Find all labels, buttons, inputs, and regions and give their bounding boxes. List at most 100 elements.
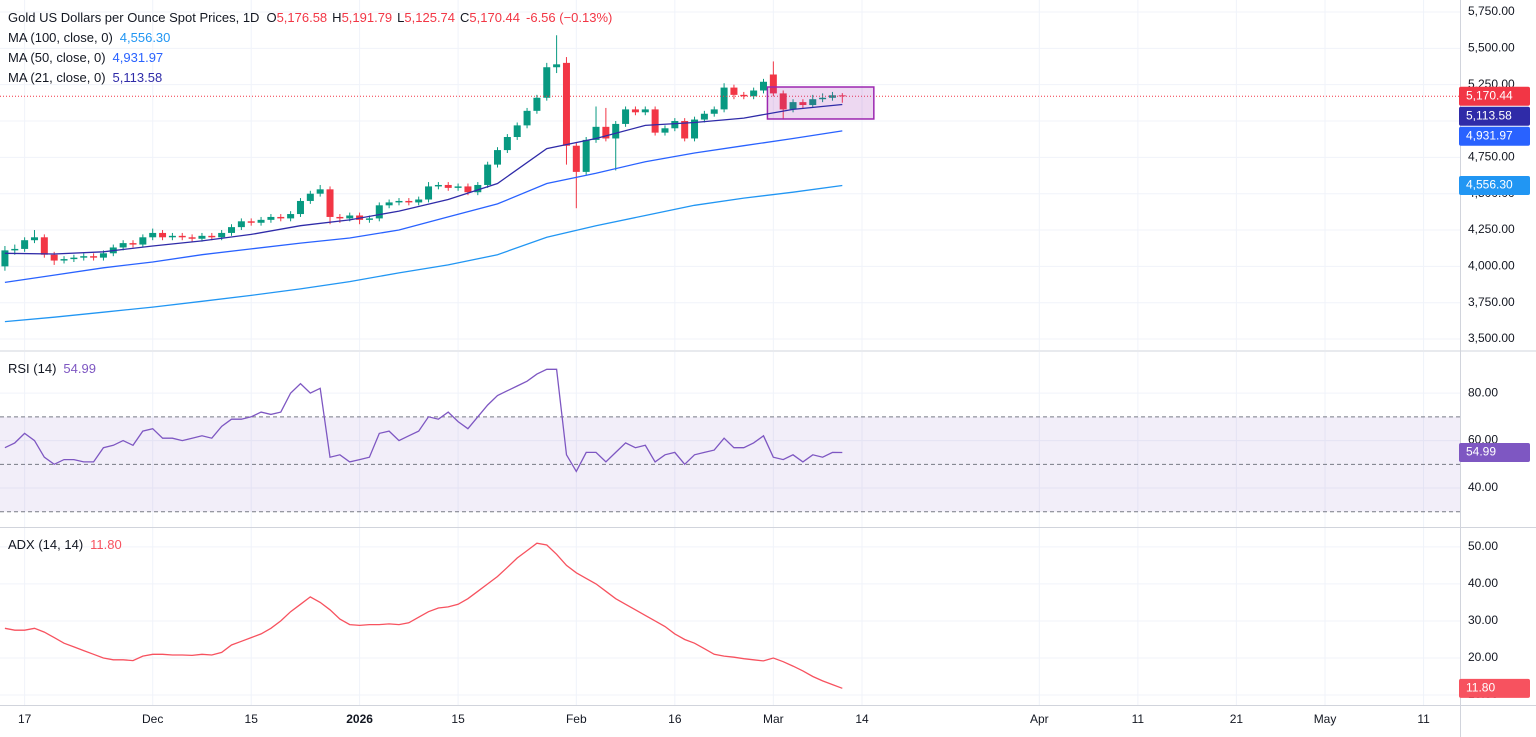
candle-body (346, 215, 354, 219)
candle-body (592, 126, 600, 140)
candle-body (425, 186, 433, 200)
candle-body (159, 232, 167, 238)
ohlc-key: L (397, 10, 404, 25)
candle-body (779, 93, 787, 110)
price-badge-label: 5,113.58 (1466, 108, 1512, 122)
candle-body (819, 97, 827, 100)
price-badge (1459, 176, 1530, 196)
candle-body (572, 145, 580, 172)
indicator-line (4, 103, 843, 255)
ohlc-value: 5,176.58 (277, 10, 328, 25)
y-tick-label: 4,000.00 (1468, 259, 1515, 273)
marks (0, 35, 1460, 689)
candle-body (828, 95, 836, 98)
candle-body (523, 110, 531, 126)
legend-name: RSI (14) (8, 361, 56, 376)
price-badge-label: 54.99 (1466, 445, 1496, 459)
candle-body (809, 99, 817, 106)
price-badge (1459, 106, 1530, 126)
y-tick-label: 5,750.00 (1468, 4, 1515, 18)
ohlc-key: H (332, 10, 341, 25)
candle-body (188, 237, 196, 239)
candle-body (218, 232, 226, 238)
indicator-line (4, 542, 843, 689)
x-tick-label: 21 (1230, 712, 1244, 726)
candle-body (769, 74, 777, 94)
y-tick-label: 3,750.00 (1468, 295, 1515, 309)
price-badge (1459, 86, 1530, 106)
candle-body (99, 253, 107, 258)
candle-body (434, 184, 442, 187)
candle-body (454, 186, 462, 188)
indicator-line (4, 368, 843, 473)
ohlc-value: 5,125.74 (404, 10, 455, 25)
candle-body (710, 109, 718, 114)
candle-body (178, 235, 186, 238)
candle-body (1, 250, 9, 267)
candle-body (513, 125, 521, 138)
ohlc-key: O (266, 10, 276, 25)
legend-entry: MA (50, close, 0) 4,931.97 (8, 50, 163, 65)
candle-body (474, 184, 482, 193)
candle-body (681, 121, 689, 139)
candle-body (838, 95, 846, 97)
y-tick-label: 3,500.00 (1468, 331, 1515, 345)
legend-entry: MA (21, close, 0) 5,113.58 (8, 70, 162, 85)
candle-body (494, 150, 502, 165)
x-tick-label: May (1314, 712, 1337, 726)
legend-value: 11.80 (90, 537, 122, 552)
labels: 17 Dec 15 2026 15 Feb 16 Mar 14 Apr 11 21 May 11 3,500… (8, 4, 1530, 726)
candle-body (326, 189, 334, 217)
y-tick-label: 80.00 (1468, 385, 1498, 399)
candle-body (50, 254, 58, 261)
candle-body (444, 184, 452, 188)
x-tick-label: Dec (142, 712, 163, 726)
candle-body (759, 81, 767, 91)
legend-name: MA (100, close, 0) (8, 30, 113, 45)
candle-body (60, 259, 68, 261)
x-tick-label: 17 (18, 712, 32, 726)
candle-body (90, 256, 98, 258)
x-tick-label: 16 (668, 712, 682, 726)
legend-name: MA (50, close, 0) (8, 50, 106, 65)
candle-body (277, 216, 285, 219)
candle-body (720, 87, 728, 110)
candle-body (70, 257, 78, 260)
x-tick-label: Mar (763, 712, 784, 726)
candle-body (553, 64, 561, 68)
indicator-line (4, 130, 843, 284)
candle-body (21, 240, 29, 249)
candle-body (464, 186, 472, 193)
candle-body (543, 67, 551, 98)
highlight-box (766, 86, 875, 120)
price-badge-label: 11.80 (1466, 681, 1495, 695)
candle-body (306, 193, 314, 201)
candle-body (503, 137, 511, 151)
candle-body (129, 243, 137, 245)
price-badge-label: 5,170.44 (1466, 88, 1513, 102)
ohlc-key: C (460, 10, 469, 25)
legend-entry: ADX (14, 14) 11.80 (8, 537, 122, 552)
candle-body (296, 200, 304, 215)
grid (0, 0, 1460, 705)
legend-name: MA (21, close, 0) (8, 70, 106, 85)
legend-value: 4,556.30 (120, 30, 171, 45)
candle-body (139, 237, 147, 245)
price-badge (1459, 442, 1530, 462)
candle-body (257, 219, 265, 223)
candle-body (267, 216, 275, 220)
candle-body (237, 221, 245, 228)
candle-body (149, 232, 157, 238)
y-tick-label: 40.00 (1468, 576, 1498, 590)
x-tick-label: Feb (566, 712, 587, 726)
legend-value: 54.99 (63, 361, 96, 376)
legend-name: ADX (14, 14) (8, 537, 83, 552)
candle-body (691, 119, 699, 139)
candle-body (336, 216, 344, 219)
candle-body (40, 237, 48, 255)
price-badge-label: 4,556.30 (1466, 178, 1513, 192)
candle-body (80, 256, 88, 258)
